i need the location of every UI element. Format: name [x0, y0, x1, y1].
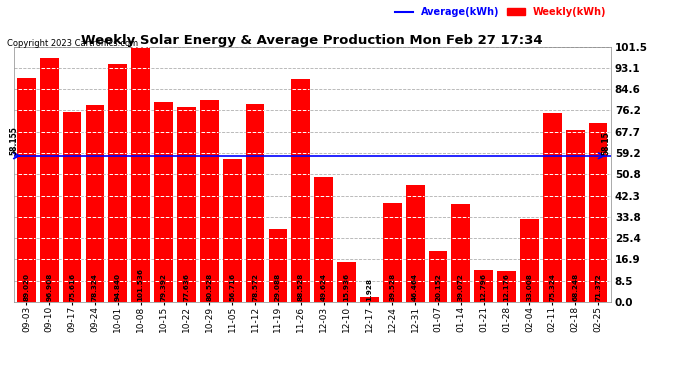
Bar [406, 185, 424, 302]
Bar [474, 270, 493, 302]
Text: 89.020: 89.020 [23, 273, 30, 301]
Bar [337, 262, 356, 302]
Text: 68.248: 68.248 [572, 273, 578, 301]
Text: 1.928: 1.928 [366, 278, 373, 301]
Text: 49.624: 49.624 [321, 273, 326, 301]
Text: 71.372: 71.372 [595, 273, 601, 301]
Bar [291, 80, 310, 302]
Text: 79.392: 79.392 [161, 273, 166, 301]
Bar [40, 58, 59, 302]
Text: 29.088: 29.088 [275, 273, 281, 301]
Text: 15.936: 15.936 [344, 273, 350, 301]
Bar [383, 202, 402, 302]
Text: 39.072: 39.072 [458, 273, 464, 301]
Bar [17, 78, 36, 302]
Bar [566, 130, 584, 302]
Bar [131, 47, 150, 302]
Text: 46.464: 46.464 [412, 273, 418, 301]
Text: 20.152: 20.152 [435, 273, 441, 301]
Bar [428, 251, 447, 302]
Legend: Average(kWh), Weekly(kWh): Average(kWh), Weekly(kWh) [395, 7, 606, 17]
Bar [589, 123, 607, 302]
Bar [520, 219, 539, 302]
Text: 101.536: 101.536 [138, 268, 144, 301]
Bar [223, 159, 241, 302]
Text: 94.840: 94.840 [115, 273, 121, 301]
Title: Weekly Solar Energy & Average Production Mon Feb 27 17:34: Weekly Solar Energy & Average Production… [81, 34, 543, 47]
Bar [268, 229, 287, 302]
Bar [108, 64, 127, 302]
Text: Copyright 2023 Cartronics.com: Copyright 2023 Cartronics.com [7, 39, 138, 48]
Text: 88.528: 88.528 [298, 272, 304, 301]
Bar [451, 204, 471, 302]
Text: 75.616: 75.616 [69, 273, 75, 301]
Bar [63, 112, 81, 302]
Text: 58.155: 58.155 [9, 126, 18, 154]
Bar [200, 100, 219, 302]
Bar [246, 105, 264, 302]
Bar [360, 297, 379, 302]
Text: 12.796: 12.796 [481, 273, 486, 301]
Bar [177, 107, 196, 302]
Text: 78.572: 78.572 [252, 273, 258, 301]
Text: 77.636: 77.636 [184, 273, 190, 301]
Text: 39.528: 39.528 [389, 273, 395, 301]
Text: 75.324: 75.324 [549, 273, 555, 301]
Bar [86, 105, 104, 302]
Text: 96.908: 96.908 [46, 272, 52, 301]
Text: 12.176: 12.176 [504, 273, 510, 301]
Text: 33.008: 33.008 [526, 273, 533, 301]
Bar [543, 112, 562, 302]
Bar [497, 271, 516, 302]
Text: 78.324: 78.324 [92, 273, 98, 301]
Bar [154, 102, 173, 302]
Text: 56.716: 56.716 [229, 273, 235, 301]
Text: 80.528: 80.528 [206, 273, 213, 301]
Bar [314, 177, 333, 302]
Text: 58.15: 58.15 [602, 131, 611, 154]
